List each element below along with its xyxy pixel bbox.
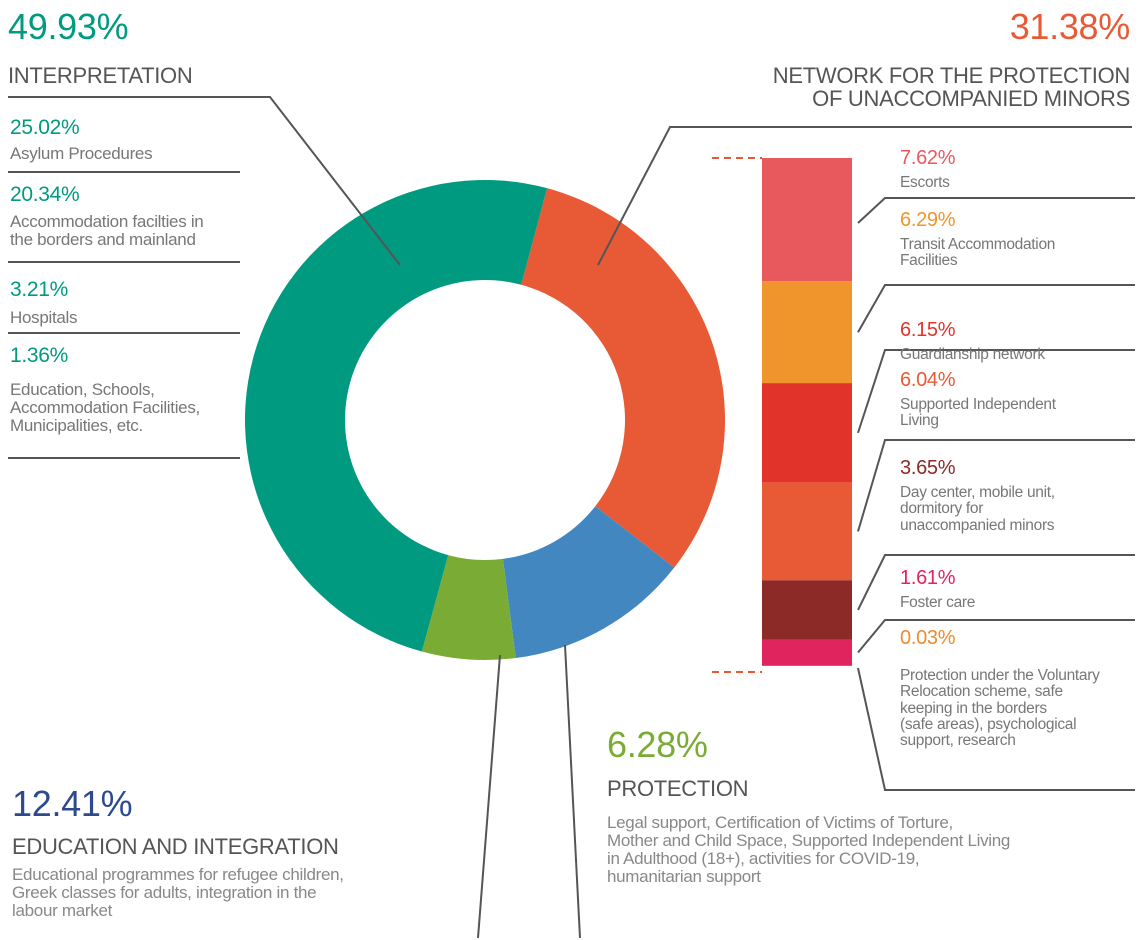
leaders xyxy=(8,96,1132,939)
description: Legal support, Certification of Victims … xyxy=(607,813,1011,886)
bar-segment xyxy=(762,639,852,666)
breakdown-value: 1.36% xyxy=(10,344,69,367)
donut-slice xyxy=(421,555,516,660)
value-label: 7.62% xyxy=(900,147,956,169)
category-label: NETWORK FOR THE PROTECTION OF UNACCOMPAN… xyxy=(772,63,1131,112)
category-label: Foster care xyxy=(900,594,976,611)
category-label: Transit Accommodation Facilities xyxy=(900,236,1056,270)
value-label: 31.38% xyxy=(1009,6,1131,47)
bar-segment xyxy=(762,281,852,384)
leader-line xyxy=(564,644,581,939)
value-label: 6.15% xyxy=(900,319,956,341)
leader-line xyxy=(857,284,1135,333)
bar-segment xyxy=(762,482,852,581)
breakdown-value: 3.21% xyxy=(10,278,69,301)
donut-slice xyxy=(244,179,548,652)
bar-segment xyxy=(762,383,852,483)
donut-slice xyxy=(502,506,675,659)
value-label: 0.03% xyxy=(900,627,956,649)
category-label: PROTECTION xyxy=(607,776,749,801)
leader-line xyxy=(597,126,1132,266)
bar-segment xyxy=(762,580,852,640)
leader-line xyxy=(857,439,1135,532)
description: Educational programmes for refugee child… xyxy=(12,865,344,920)
category-label: Escorts xyxy=(900,174,950,191)
value-label: 3.65% xyxy=(900,457,956,479)
leader-line xyxy=(477,654,501,939)
leader-line xyxy=(857,619,1135,654)
stacked-bar xyxy=(762,158,1135,791)
breakdown-label: Accommodation facilties in the borders a… xyxy=(10,212,204,249)
breakdown-value: 20.34% xyxy=(10,183,80,206)
breakdown-label: Hospitals xyxy=(10,308,78,327)
leader-line xyxy=(857,349,1135,434)
category-label: EDUCATION AND INTEGRATION xyxy=(12,834,339,859)
value-label: 6.29% xyxy=(900,209,956,231)
category-label: Supported Independent Living xyxy=(900,396,1056,430)
leader-line xyxy=(857,667,1135,791)
leader-line xyxy=(857,554,1135,611)
breakdown-label: Asylum Procedures xyxy=(10,144,153,163)
category-label: Day center, mobile unit, dormitory for u… xyxy=(900,484,1055,534)
category-label: Protection under the Voluntary Relocatio… xyxy=(900,667,1100,750)
category-label: INTERPRETATION xyxy=(8,63,193,88)
value-label: 12.41% xyxy=(12,783,133,824)
donut-slice xyxy=(521,188,726,568)
breakdown-label: Education, Schools, Accommodation Facili… xyxy=(10,380,200,435)
leader-line xyxy=(857,197,1135,224)
value-label: 6.04% xyxy=(900,369,956,391)
bar-segment xyxy=(762,158,852,282)
breakdown-value: 25.02% xyxy=(10,116,80,139)
value-label: 6.28% xyxy=(607,724,708,765)
bar-brackets xyxy=(712,157,762,673)
value-label: 49.93% xyxy=(8,6,129,47)
value-label: 1.61% xyxy=(900,567,956,589)
category-label: Guardianship network xyxy=(900,346,1045,363)
donut xyxy=(244,179,726,660)
leader-line xyxy=(8,96,401,266)
